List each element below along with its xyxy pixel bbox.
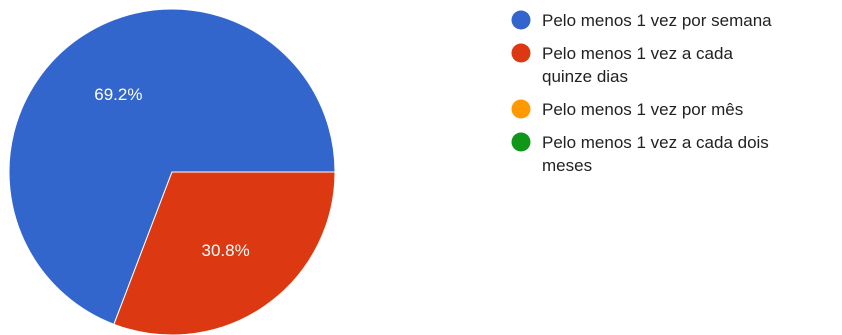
legend-label-2-line-2: quinze dias bbox=[542, 67, 628, 86]
legend-item-2[interactable]: Pelo menos 1 vez a cada quinze dias bbox=[511, 43, 734, 87]
pie-slice-label-2: 30.8% bbox=[202, 241, 250, 260]
pie-slice-labels: 69.2% 30.8% bbox=[94, 85, 249, 260]
legend-marker-4 bbox=[511, 132, 531, 152]
legend-label-1-line-1: Pelo menos 1 vez por semana bbox=[542, 11, 772, 30]
legend-label-4-line-1: Pelo menos 1 vez a cada dois bbox=[542, 133, 769, 152]
pie-slice-1[interactable] bbox=[8, 8, 336, 325]
legend: Pelo menos 1 vez por semana Pelo menos 1 … bbox=[511, 10, 773, 176]
legend-marker-2 bbox=[511, 43, 531, 63]
pie-slices bbox=[8, 8, 336, 335]
legend-marker-1 bbox=[511, 10, 531, 30]
legend-label-2-line-1: Pelo menos 1 vez a cada bbox=[542, 44, 733, 63]
pie-slice-label-1: 69.2% bbox=[94, 85, 142, 104]
pie-slice-2[interactable] bbox=[113, 171, 336, 335]
legend-item-3[interactable]: Pelo menos 1 vez por mês bbox=[511, 99, 744, 120]
legend-item-4[interactable]: Pelo menos 1 vez a cada dois meses bbox=[511, 132, 769, 176]
legend-label-4-line-2: meses bbox=[542, 156, 592, 175]
legend-marker-3 bbox=[511, 99, 531, 119]
legend-label-3-line-1: Pelo menos 1 vez por mês bbox=[542, 100, 743, 119]
legend-item-1[interactable]: Pelo menos 1 vez por semana bbox=[511, 10, 773, 31]
